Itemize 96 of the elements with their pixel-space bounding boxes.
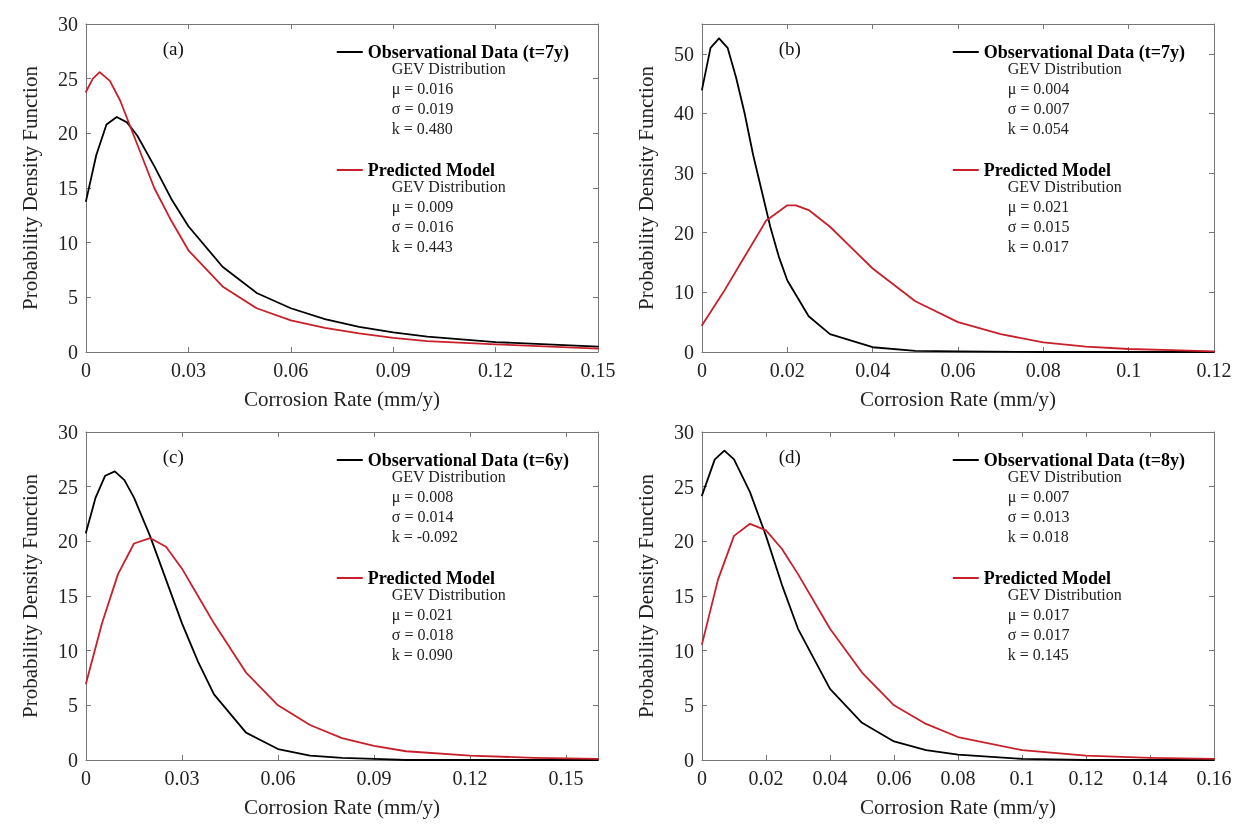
x-tick-label: 0.15 xyxy=(580,359,616,381)
annotation: μ = 0.009 xyxy=(391,197,454,216)
y-tick-label: 15 xyxy=(58,585,78,607)
x-tick-label: 0.14 xyxy=(1132,767,1168,789)
x-tick-label: 0.03 xyxy=(170,359,206,381)
annotation: μ = 0.007 xyxy=(1007,487,1070,506)
annotation: σ = 0.015 xyxy=(1007,217,1070,235)
y-axis-title: Probability Density Function xyxy=(17,65,42,310)
annotation: σ = 0.013 xyxy=(1007,507,1070,525)
x-tick-label: 0.15 xyxy=(548,767,584,789)
x-tick-label: 0.08 xyxy=(1025,359,1061,381)
y-tick-label: 10 xyxy=(674,281,694,304)
annotation: μ = 0.004 xyxy=(1007,79,1070,98)
y-tick-label: 20 xyxy=(58,122,78,145)
x-tick-label: 0.12 xyxy=(452,767,488,789)
y-tick-label: 5 xyxy=(684,694,694,717)
x-tick-label: 0.06 xyxy=(940,359,976,381)
y-tick-label: 30 xyxy=(58,421,78,443)
annotation: σ = 0.019 xyxy=(391,99,454,117)
annotation: σ = 0.017 xyxy=(1007,625,1070,643)
legend-label: Predicted Model xyxy=(367,160,495,180)
y-tick-label: 10 xyxy=(58,639,78,662)
annotation: GEV Distribution xyxy=(391,585,506,603)
annotation: k = 0.145 xyxy=(1007,645,1069,663)
y-tick-label: 25 xyxy=(674,475,694,498)
y-tick-label: 0 xyxy=(684,749,694,771)
x-tick-label: 0.08 xyxy=(940,767,976,789)
text: (a) xyxy=(162,38,184,60)
y-tick-label: 20 xyxy=(58,530,78,553)
y-tick-label: 5 xyxy=(68,694,78,717)
x-axis-title: Corrosion Rate (mm/y) xyxy=(860,794,1056,819)
x-axis-title: Corrosion Rate (mm/y) xyxy=(860,386,1056,411)
x-tick-label: 0.09 xyxy=(375,359,411,381)
y-tick-label: 50 xyxy=(674,42,694,65)
y-tick-label: 0 xyxy=(68,749,78,771)
y-tick-label: 0 xyxy=(68,341,78,363)
y-axis-title: Probability Density Function xyxy=(17,473,42,718)
annotation: k = 0.017 xyxy=(1007,237,1069,255)
y-tick-label: 20 xyxy=(674,221,694,244)
annotation: σ = 0.016 xyxy=(391,217,454,235)
line-series xyxy=(85,116,599,348)
legend-label: Predicted Model xyxy=(367,568,495,588)
annotation: μ = 0.016 xyxy=(391,79,454,98)
y-tick-label: 30 xyxy=(674,421,694,443)
annotation: k = 0.480 xyxy=(391,119,453,137)
annotation: k = 0.090 xyxy=(391,645,453,663)
annotation: GEV Distribution xyxy=(1007,177,1122,195)
x-tick-label: 0.1 xyxy=(1116,359,1142,381)
legend-label: Predicted Model xyxy=(983,160,1111,180)
x-axis-title: Corrosion Rate (mm/y) xyxy=(244,794,440,819)
annotation: GEV Distribution xyxy=(391,177,506,195)
y-tick-label: 10 xyxy=(674,639,694,662)
text: (c) xyxy=(162,446,184,468)
y-tick-label: 20 xyxy=(674,530,694,553)
x-tick-label: 0.02 xyxy=(769,359,805,381)
annotation: μ = 0.021 xyxy=(391,605,454,624)
annotation: k = 0.018 xyxy=(1007,527,1069,545)
x-tick-label: 0.03 xyxy=(164,767,200,789)
y-tick-label: 30 xyxy=(58,13,78,35)
y-tick-label: 25 xyxy=(58,67,78,90)
y-tick-label: 15 xyxy=(58,177,78,199)
annotation: k = 0.054 xyxy=(1007,119,1069,137)
x-tick-label: 0.12 xyxy=(1068,767,1104,789)
annotation: GEV Distribution xyxy=(1007,585,1122,603)
x-tick-label: 0.04 xyxy=(855,359,891,381)
y-tick-label: 5 xyxy=(68,286,78,309)
y-axis-title: Probability Density Function xyxy=(633,65,658,310)
annotation: μ = 0.021 xyxy=(1007,197,1070,216)
x-tick-label: 0.04 xyxy=(812,767,848,789)
y-tick-label: 15 xyxy=(674,585,694,607)
y-tick-label: 25 xyxy=(58,475,78,498)
annotation: σ = 0.018 xyxy=(391,625,454,643)
annotation: μ = 0.008 xyxy=(391,487,454,506)
annotation: k = -0.092 xyxy=(391,527,459,545)
x-tick-label: 0.06 xyxy=(876,767,912,789)
x-axis-title: Corrosion Rate (mm/y) xyxy=(244,386,440,411)
annotation: k = 0.443 xyxy=(391,237,453,255)
y-tick-label: 40 xyxy=(674,102,694,125)
x-tick-label: 0.06 xyxy=(260,767,296,789)
x-tick-label: 0.16 xyxy=(1196,767,1232,789)
text: (d) xyxy=(778,446,801,468)
legend-label: Predicted Model xyxy=(983,568,1111,588)
x-tick-label: 0.12 xyxy=(1196,359,1232,381)
y-tick-label: 10 xyxy=(58,231,78,254)
y-axis-title: Probability Density Function xyxy=(633,473,658,718)
x-tick-label: 0.02 xyxy=(748,767,784,789)
annotation: μ = 0.017 xyxy=(1007,605,1070,624)
y-tick-label: 30 xyxy=(674,162,694,185)
annotation: σ = 0.014 xyxy=(391,507,454,525)
y-tick-label: 0 xyxy=(684,341,694,363)
x-tick-label: 0.1 xyxy=(1009,767,1035,789)
text: (b) xyxy=(778,38,801,60)
x-tick-label: 0.06 xyxy=(273,359,309,381)
x-tick-label: 0.09 xyxy=(356,767,392,789)
x-tick-label: 0.12 xyxy=(478,359,514,381)
annotation: σ = 0.007 xyxy=(1007,99,1070,117)
